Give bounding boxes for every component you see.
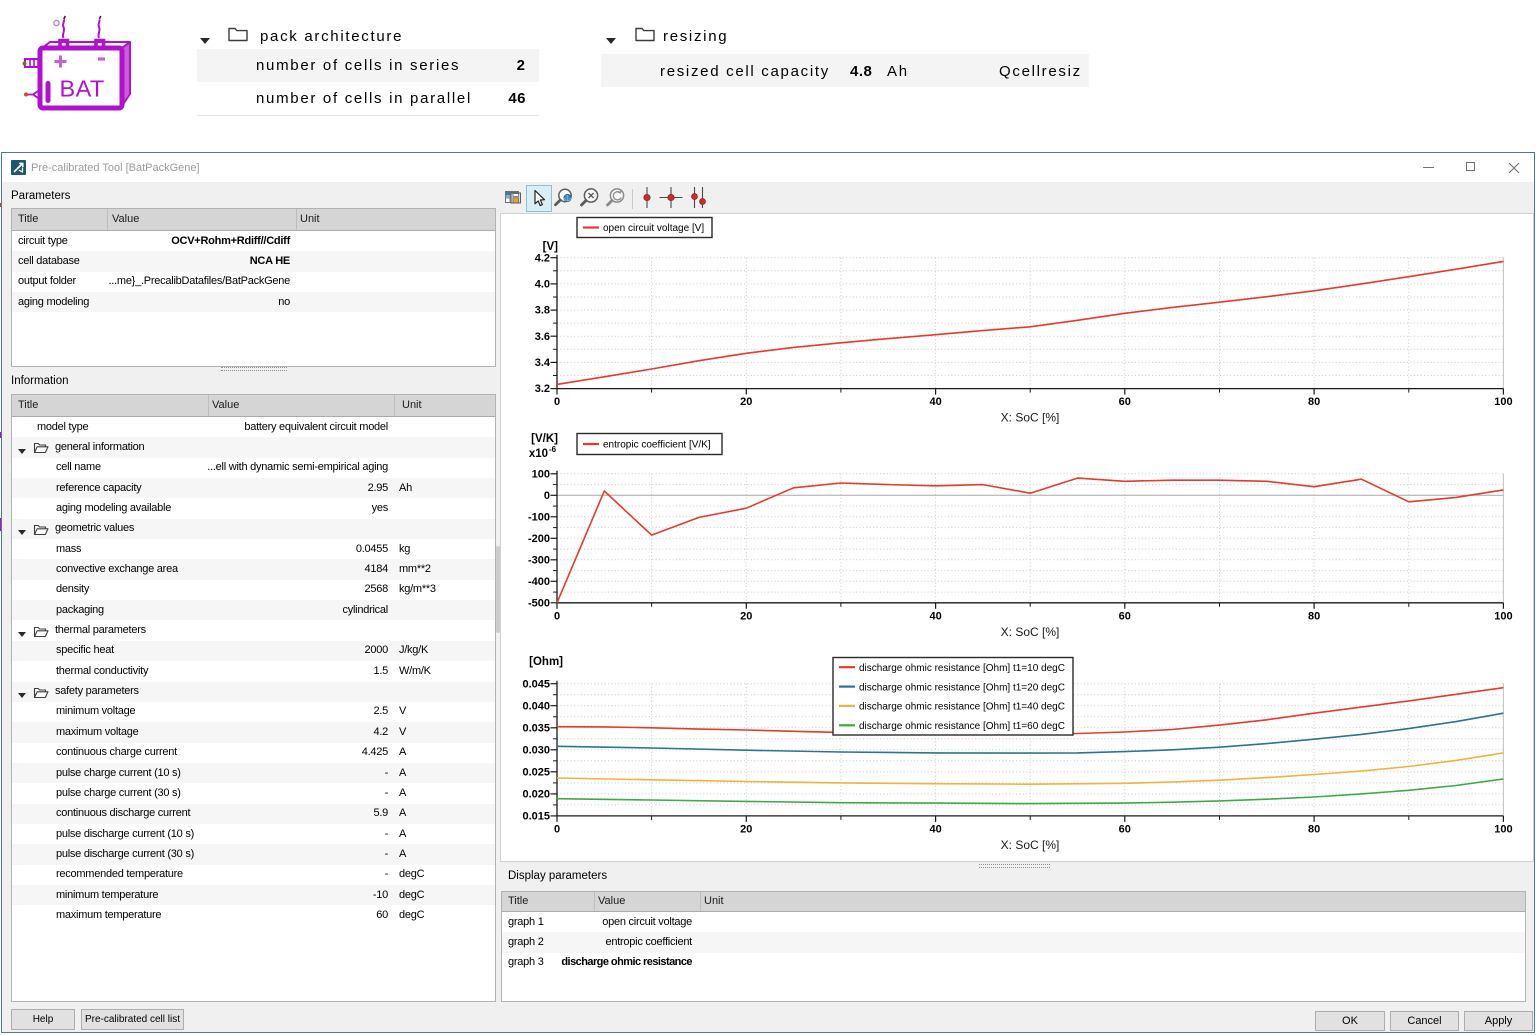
svg-text:40: 40 xyxy=(929,610,941,622)
svg-text:80: 80 xyxy=(1308,823,1320,835)
svg-text:60: 60 xyxy=(1119,610,1131,622)
svg-text:-6: -6 xyxy=(549,445,557,454)
svg-text:3.6: 3.6 xyxy=(535,331,550,343)
svg-text:20: 20 xyxy=(740,823,752,835)
svg-text:entropic coefficient [V/K]: entropic coefficient [V/K] xyxy=(603,440,711,451)
svg-text:0.020: 0.020 xyxy=(522,789,550,801)
svg-text:100: 100 xyxy=(1494,396,1512,408)
svg-text:open circuit voltage [V]: open circuit voltage [V] xyxy=(603,223,704,234)
svg-text:60: 60 xyxy=(1119,823,1131,835)
svg-text:-100: -100 xyxy=(528,511,550,523)
svg-text:0.015: 0.015 xyxy=(522,811,550,823)
svg-text:40: 40 xyxy=(929,823,941,835)
svg-text:3.4: 3.4 xyxy=(535,357,551,369)
svg-text:20: 20 xyxy=(740,610,752,622)
svg-text:0: 0 xyxy=(554,823,560,835)
svg-text:0.035: 0.035 xyxy=(522,722,550,734)
svg-text:BAT: BAT xyxy=(60,76,105,102)
svg-text:40: 40 xyxy=(929,396,941,408)
svg-text:X: SoC [%]: X: SoC [%] xyxy=(1001,625,1060,639)
svg-text:80: 80 xyxy=(1308,396,1320,408)
svg-text:0.040: 0.040 xyxy=(522,700,550,712)
svg-text:0.045: 0.045 xyxy=(522,678,550,690)
svg-text:60: 60 xyxy=(1119,396,1131,408)
svg-text:[Ohm]: [Ohm] xyxy=(529,656,563,668)
svg-text:0: 0 xyxy=(544,490,550,502)
svg-text:discharge ohmic resistance [Oh: discharge ohmic resistance [Ohm] t1=20 d… xyxy=(859,682,1065,693)
svg-text:-200: -200 xyxy=(528,533,550,545)
svg-text:20: 20 xyxy=(740,396,752,408)
svg-text:-500: -500 xyxy=(528,597,550,609)
svg-text:0.030: 0.030 xyxy=(522,744,550,756)
svg-text:3.8: 3.8 xyxy=(535,305,550,317)
svg-text:discharge ohmic resistance [Oh: discharge ohmic resistance [Ohm] t1=10 d… xyxy=(859,663,1065,674)
svg-text:[V]: [V] xyxy=(543,241,559,253)
svg-text:0.025: 0.025 xyxy=(522,766,550,778)
svg-text:4.0: 4.0 xyxy=(535,279,550,291)
svg-text:X: SoC [%]: X: SoC [%] xyxy=(1001,838,1060,852)
svg-text:0: 0 xyxy=(554,610,560,622)
svg-text:100: 100 xyxy=(1494,610,1512,622)
svg-text:discharge ohmic resistance [Oh: discharge ohmic resistance [Ohm] t1=60 d… xyxy=(859,721,1065,732)
svg-text:4.2: 4.2 xyxy=(535,252,550,264)
svg-text:100: 100 xyxy=(1494,823,1512,835)
svg-text:3.2: 3.2 xyxy=(535,383,550,395)
svg-text:x10: x10 xyxy=(529,448,548,460)
svg-text:100: 100 xyxy=(532,468,550,480)
svg-text:-400: -400 xyxy=(528,576,550,588)
svg-text:discharge ohmic resistance [Oh: discharge ohmic resistance [Ohm] t1=40 d… xyxy=(859,702,1065,713)
svg-text:0: 0 xyxy=(554,396,560,408)
svg-text:X: SoC [%]: X: SoC [%] xyxy=(1001,411,1060,425)
svg-text:80: 80 xyxy=(1308,610,1320,622)
svg-text:-300: -300 xyxy=(528,554,550,566)
svg-text:[V/K]: [V/K] xyxy=(531,433,558,445)
